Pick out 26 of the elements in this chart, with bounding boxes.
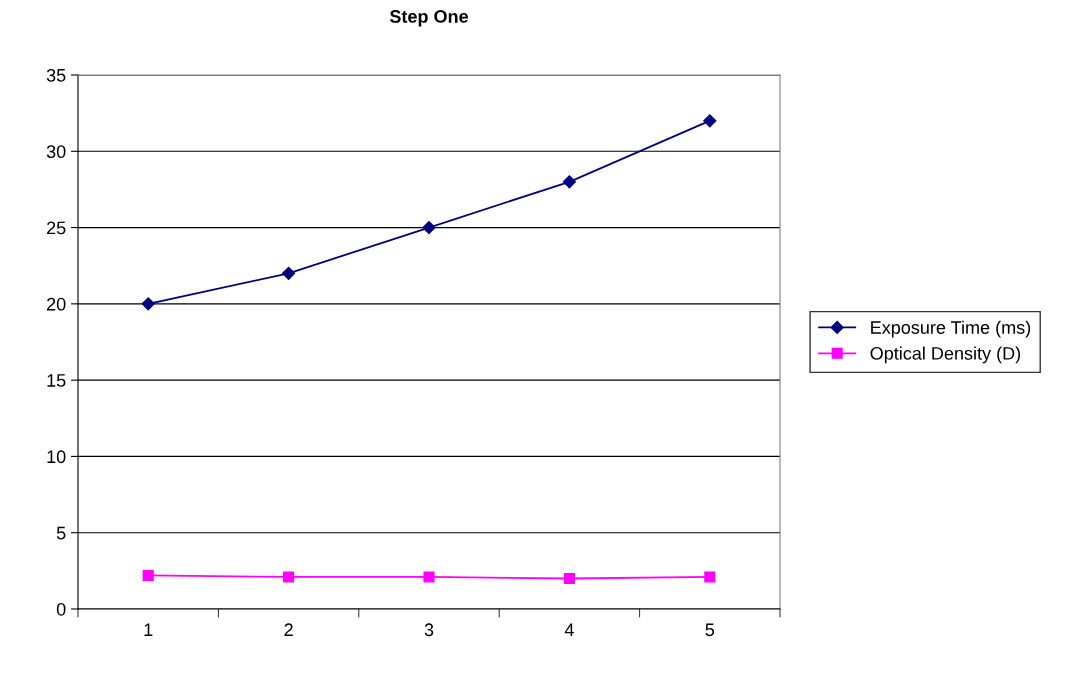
x-tick-label: 1: [144, 623, 153, 636]
point: [283, 571, 295, 583]
x-tick-label: 5: [705, 623, 715, 637]
legend-label: Exposure Time (ms): [871, 320, 1031, 338]
x-tick-label: 3: [424, 623, 434, 637]
chart-title: Step One: [389, 10, 469, 27]
point: [423, 571, 435, 583]
point: [141, 297, 155, 311]
y-tick-label: 15: [47, 374, 66, 387]
y-tick-label: 5: [56, 526, 66, 540]
point: [282, 266, 296, 280]
point: [704, 571, 716, 583]
y-tick-label: 25: [47, 221, 66, 235]
legend-label: Optical Density (D): [870, 346, 1021, 364]
point: [562, 175, 576, 189]
point: [142, 569, 154, 581]
y-tick-label: 0: [56, 602, 66, 616]
x-tick-label: 2: [284, 623, 293, 636]
y-tick-label: 35: [46, 68, 66, 82]
point: [422, 220, 436, 235]
x-tick-label: 4: [564, 623, 574, 636]
y-tick-label: 20: [47, 297, 66, 311]
y-tick-label: 10: [47, 450, 66, 464]
y-tick-label: 30: [46, 145, 66, 159]
point: [563, 572, 575, 585]
point: [703, 114, 717, 128]
